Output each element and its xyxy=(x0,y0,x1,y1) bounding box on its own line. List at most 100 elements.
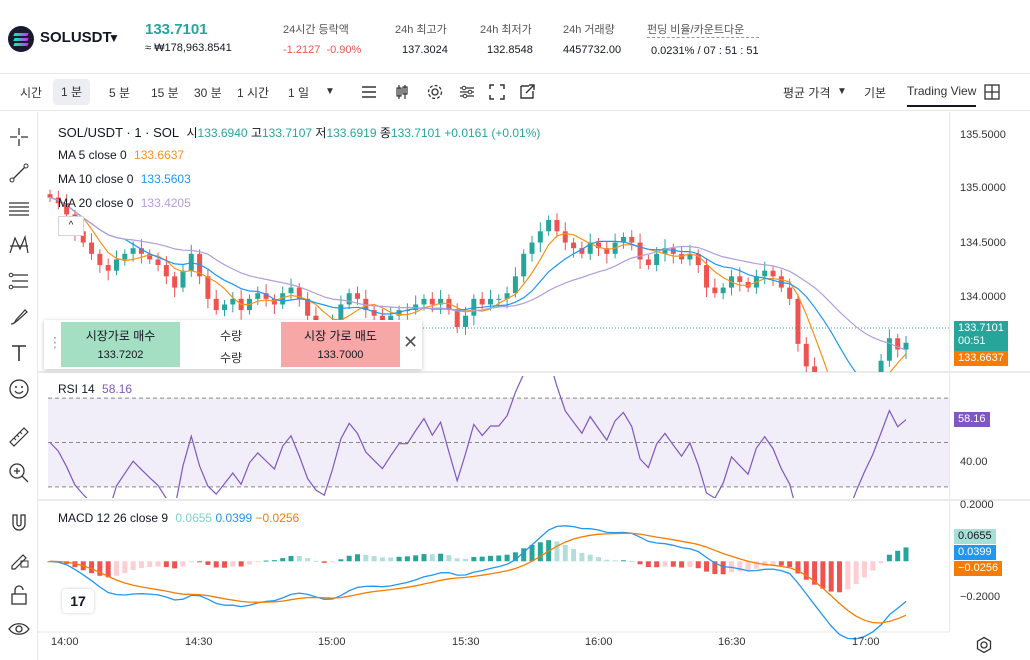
macd-histogram-bar xyxy=(338,559,344,562)
candle-body xyxy=(737,276,743,282)
quantity-input[interactable]: 수량 xyxy=(219,351,243,365)
macd-histogram-bar xyxy=(479,556,485,562)
badge-last-price: 133.7101 xyxy=(958,322,1004,334)
lock-drawing-icon[interactable] xyxy=(8,548,30,570)
macd-histogram-bar xyxy=(188,561,194,563)
interval-1h[interactable]: 1 시간 xyxy=(237,86,270,100)
macd-histogram-bar xyxy=(645,561,651,568)
candle-type-icon[interactable] xyxy=(393,83,411,101)
brush-icon[interactable] xyxy=(8,306,30,328)
ma20-legend[interactable]: MA 20 close 0 133.4205 xyxy=(58,196,191,210)
interval-1d[interactable]: 1 일 xyxy=(288,86,310,100)
candle-body xyxy=(537,231,543,243)
trend-line-icon[interactable] xyxy=(8,162,30,184)
ma10-legend[interactable]: MA 10 close 0 133.5603 xyxy=(58,172,191,186)
pattern-icon[interactable] xyxy=(8,234,30,256)
macd-axis-label: 0.2000 xyxy=(960,499,994,511)
text-icon[interactable] xyxy=(8,342,30,364)
magnet-icon[interactable] xyxy=(8,512,30,534)
interval-5m[interactable]: 5 분 xyxy=(109,86,131,100)
ohlc-low-label: 저 xyxy=(315,126,327,140)
macd-histogram-bar xyxy=(837,561,843,593)
badge-countdown: 00:51 xyxy=(958,335,986,347)
candle-body xyxy=(803,343,809,367)
quantity-field[interactable]: 수량 수량 xyxy=(181,322,281,367)
macd-histogram-bar xyxy=(886,554,892,562)
interval-15m[interactable]: 15 분 xyxy=(151,86,179,100)
macd-legend[interactable]: MACD 12 26 close 9 0.0655 0.0399 −0.0256 xyxy=(58,511,299,525)
ma-line xyxy=(49,196,907,351)
ma5-legend[interactable]: MA 5 close 0 133.6637 xyxy=(58,148,184,162)
interval-30m[interactable]: 30 분 xyxy=(194,86,222,100)
menu-icon[interactable] xyxy=(360,83,378,101)
candle-body xyxy=(604,248,610,254)
stat-24h-volume: 24h 거래량 4457732.00 xyxy=(563,21,621,56)
chevron-down-icon[interactable]: ▼ xyxy=(108,31,120,45)
view-tradingview-tab[interactable]: Trading View xyxy=(907,84,977,107)
crosshair-icon[interactable] xyxy=(8,126,30,148)
drawing-toolbar xyxy=(0,112,38,660)
horizontal-lines-icon[interactable] xyxy=(8,198,30,220)
collapse-legend-button[interactable]: ^ xyxy=(58,216,84,236)
buy-label: 시장가로 매수 xyxy=(85,329,156,343)
fullscreen-icon[interactable] xyxy=(488,83,506,101)
rsi-legend[interactable]: RSI 14 58.16 xyxy=(58,382,132,396)
chevron-down-icon[interactable]: ▼ xyxy=(837,86,847,97)
candle-body xyxy=(704,265,710,288)
chart-settings-icon[interactable] xyxy=(975,636,993,654)
macd-signal-line xyxy=(49,532,907,624)
macd-histogram-bar xyxy=(562,544,568,562)
macd-histogram-bar xyxy=(321,561,327,563)
interval-dropdown-icon[interactable]: ▼ xyxy=(325,86,335,97)
ma-value: 133.5603 xyxy=(140,172,191,186)
macd-histogram-bar xyxy=(363,554,369,562)
chart-title[interactable]: SOL/USDT · 1 · SOL xyxy=(58,125,180,140)
layout-grid-icon[interactable] xyxy=(983,83,1001,101)
emoji-icon[interactable] xyxy=(8,378,30,400)
candle-body xyxy=(180,270,186,288)
candle-body xyxy=(820,383,825,400)
candle-body xyxy=(113,259,119,271)
candle-body xyxy=(903,342,909,350)
macd-histogram-bar xyxy=(521,548,527,562)
price-type-select[interactable]: 평균 가격 xyxy=(783,86,831,100)
rsi-badge: 58.16 xyxy=(954,412,990,427)
market-sell-button[interactable]: 시장 가로 매도 133.7000 xyxy=(281,322,400,367)
chart-toolbar: 시간 1 분 5 분 15 분 30 분 1 시간 1 일 ▼ 평균 가격 ▼ … xyxy=(0,75,1030,111)
indicator-settings-icon[interactable] xyxy=(458,83,476,101)
macd-histogram-bar xyxy=(629,561,635,563)
tradingview-logo[interactable]: 17 xyxy=(62,589,94,613)
zoom-in-icon[interactable] xyxy=(8,462,30,484)
ruler-icon[interactable] xyxy=(8,426,30,448)
time-axis-label: 15:30 xyxy=(452,636,480,648)
candle-body xyxy=(346,293,352,305)
macd-histogram-bar xyxy=(554,541,560,562)
candle-body xyxy=(230,298,236,305)
ticker-header: SOLUSDT ▼ 133.7101 ≈ ₩178,963.8541 24시간 … xyxy=(0,0,1030,74)
fib-icon[interactable] xyxy=(8,270,30,292)
lock-icon[interactable] xyxy=(8,584,30,606)
candle-body xyxy=(504,293,510,299)
candle-body xyxy=(886,338,892,361)
candle-body xyxy=(762,270,768,277)
macd-histogram-bar xyxy=(737,561,743,572)
gear-icon[interactable] xyxy=(426,83,444,101)
view-basic-tab[interactable]: 기본 xyxy=(864,86,887,100)
quantity-label: 수량 xyxy=(219,329,243,343)
macd-histogram-bar xyxy=(687,561,693,568)
market-buy-button[interactable]: 시장가로 매수 133.7202 xyxy=(61,322,180,367)
macd-histogram-bar xyxy=(371,555,377,562)
eye-icon[interactable] xyxy=(8,618,30,640)
stat-funding-rate[interactable]: 펀딩 비율/카운트다운 0.0231% / 07 : 51 : 51 xyxy=(647,21,759,57)
snapshot-icon[interactable] xyxy=(518,83,536,101)
macd-histogram-bar xyxy=(346,555,352,562)
symbol-name[interactable]: SOLUSDT xyxy=(40,29,112,46)
candle-body xyxy=(172,276,178,288)
candle-body xyxy=(429,298,435,305)
macd-histogram-bar xyxy=(620,560,626,562)
ohlc-close-label: 종 xyxy=(379,126,391,140)
close-icon[interactable]: ✕ xyxy=(403,332,419,352)
interval-1m[interactable]: 1 분 xyxy=(53,79,91,105)
macd-histogram-bar xyxy=(753,561,759,569)
